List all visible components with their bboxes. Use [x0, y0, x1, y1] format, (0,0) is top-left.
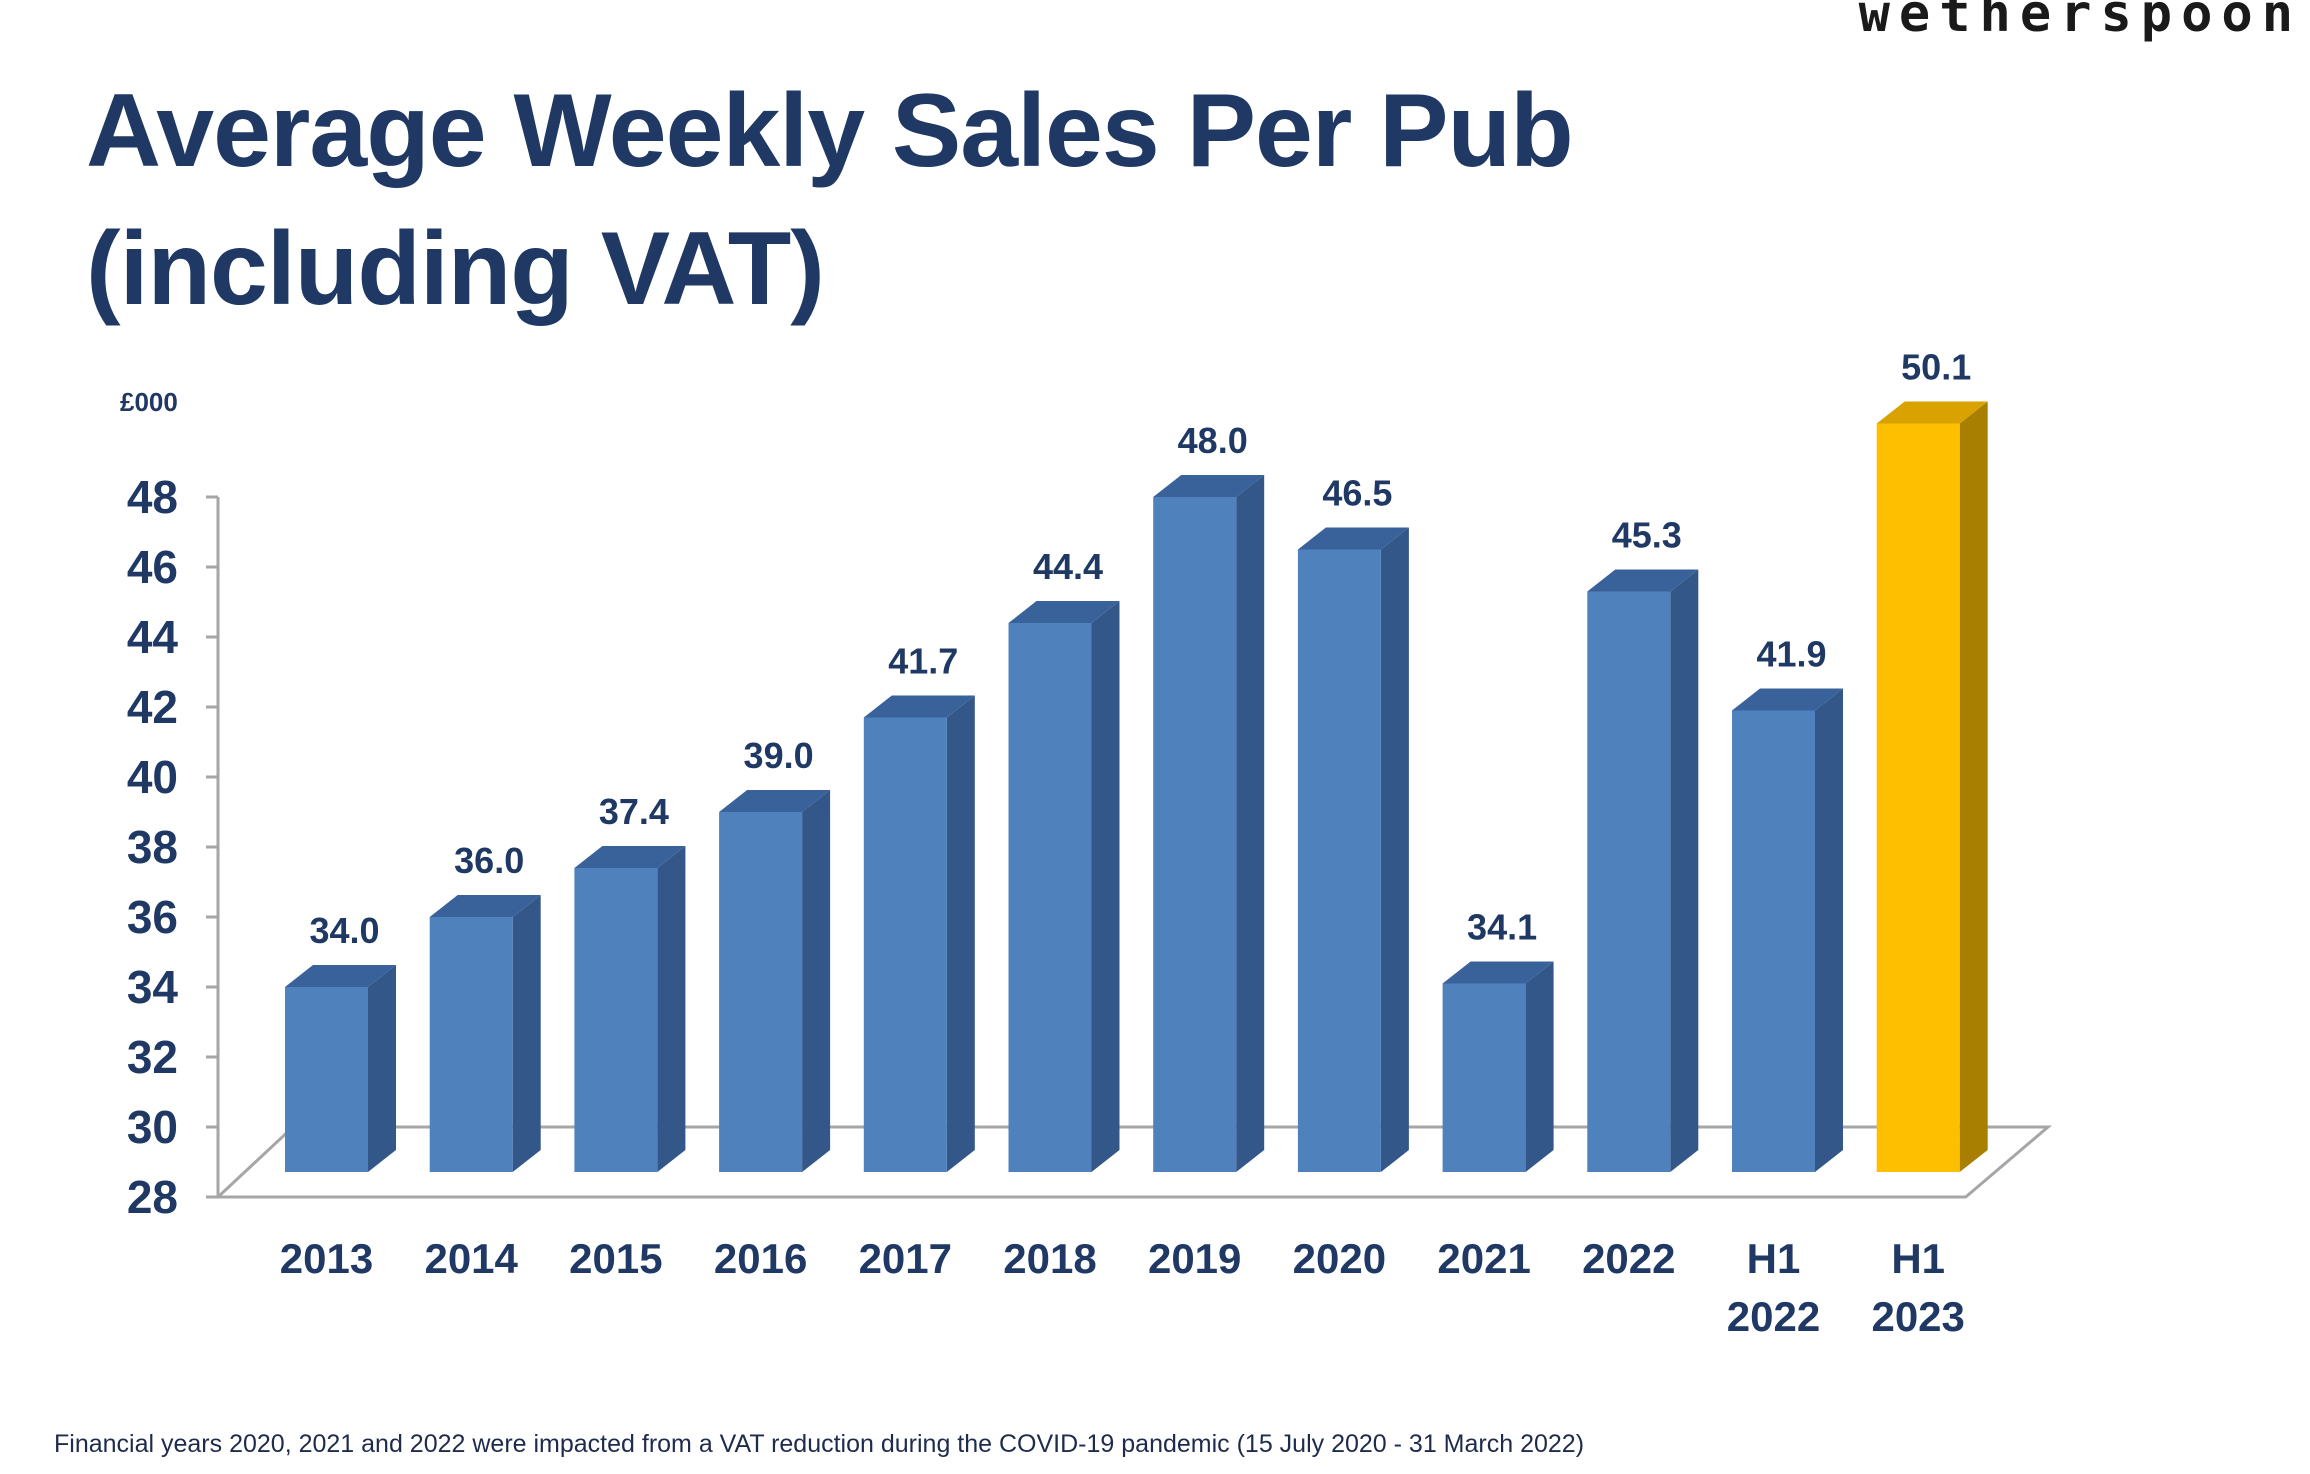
- data-label: 34.0: [309, 910, 379, 951]
- bar: [1876, 423, 1960, 1172]
- data-label: 44.4: [1033, 546, 1103, 587]
- data-label: 39.0: [744, 735, 814, 776]
- bar-top: [285, 965, 396, 987]
- y-tick-label: 30: [127, 1101, 178, 1153]
- data-label: 48.0: [1178, 420, 1248, 461]
- x-tick-label: 2014: [424, 1235, 518, 1282]
- bar-top: [1008, 601, 1120, 623]
- bar: [429, 917, 513, 1172]
- bar-side: [512, 895, 541, 1172]
- y-tick-label: 28: [127, 1171, 178, 1223]
- bar-top: [1587, 569, 1699, 592]
- bar: [285, 987, 368, 1172]
- y-tick-label: 48: [127, 471, 178, 523]
- x-tick-label: 2020: [1293, 1235, 1386, 1282]
- data-label: 34.1: [1467, 907, 1537, 948]
- title-line-2: (including VAT): [86, 211, 825, 327]
- bar: [719, 812, 803, 1172]
- x-tick-label: 2022: [1727, 1293, 1820, 1340]
- bar-side: [1091, 601, 1120, 1172]
- bar-side: [946, 695, 975, 1172]
- bar-side: [1525, 961, 1554, 1172]
- bar-side: [1815, 688, 1843, 1172]
- x-tick-label: 2021: [1437, 1235, 1530, 1282]
- data-label: 41.9: [1756, 634, 1826, 675]
- x-tick-label: 2022: [1582, 1235, 1675, 1282]
- x-tick-label: 2016: [714, 1235, 807, 1282]
- x-tick-label: 2013: [280, 1235, 373, 1282]
- x-tick-label: 2017: [859, 1235, 952, 1282]
- y-unit-label: £000: [120, 387, 178, 417]
- x-tick-label: 2019: [1148, 1235, 1241, 1282]
- data-label: 45.3: [1612, 515, 1682, 556]
- x-tick-label: 2023: [1871, 1293, 1964, 1340]
- bar-top: [1876, 401, 1988, 424]
- bar: [1442, 983, 1526, 1172]
- y-tick-label: 36: [127, 891, 178, 943]
- bar-top: [574, 846, 686, 868]
- bar-side: [1236, 475, 1265, 1172]
- wetherspoon-logo: wetherspoon: [1858, 0, 2302, 44]
- bar-top: [1442, 961, 1554, 984]
- y-tick-label: 42: [127, 681, 178, 733]
- bar-top: [1732, 688, 1843, 711]
- footnote: Financial years 2020, 2021 and 2022 were…: [54, 1430, 1585, 1458]
- bar: [1732, 710, 1815, 1172]
- bar-top: [863, 695, 975, 718]
- bar-side: [657, 846, 686, 1172]
- bar: [863, 717, 947, 1172]
- bar: [1008, 623, 1092, 1172]
- data-label: 46.5: [1322, 473, 1392, 514]
- data-label: 37.4: [599, 791, 669, 832]
- bar: [574, 868, 658, 1172]
- bar: [1297, 549, 1381, 1172]
- bar-side: [1959, 401, 1988, 1172]
- bar-top: [1153, 475, 1265, 497]
- bar-side: [1380, 527, 1409, 1172]
- bar-top: [429, 895, 541, 917]
- bar-side: [368, 965, 396, 1172]
- bar-top: [1297, 527, 1409, 550]
- page-title: Average Weekly Sales Per Pub (including …: [86, 62, 1574, 338]
- title-line-1: Average Weekly Sales Per Pub: [86, 73, 1574, 189]
- y-tick-label: 32: [127, 1031, 178, 1083]
- y-tick-label: 34: [127, 961, 179, 1013]
- bar: [1153, 497, 1237, 1172]
- data-label: 41.7: [888, 641, 958, 682]
- y-tick-label: 40: [127, 751, 178, 803]
- x-tick-label: H1: [1891, 1235, 1945, 1282]
- bar: [1587, 591, 1671, 1172]
- x-tick-label: H1: [1747, 1235, 1801, 1282]
- data-label: 36.0: [454, 840, 524, 881]
- x-tick-label: 2018: [1003, 1235, 1096, 1282]
- y-tick-label: 38: [127, 821, 178, 873]
- bar-top: [719, 790, 831, 812]
- y-tick-label: 44: [127, 611, 179, 663]
- x-tick-label: 2015: [569, 1235, 662, 1282]
- bar-side: [802, 790, 831, 1172]
- y-tick-label: 46: [127, 541, 178, 593]
- data-label: 50.1: [1901, 347, 1971, 388]
- bar-side: [1670, 569, 1699, 1172]
